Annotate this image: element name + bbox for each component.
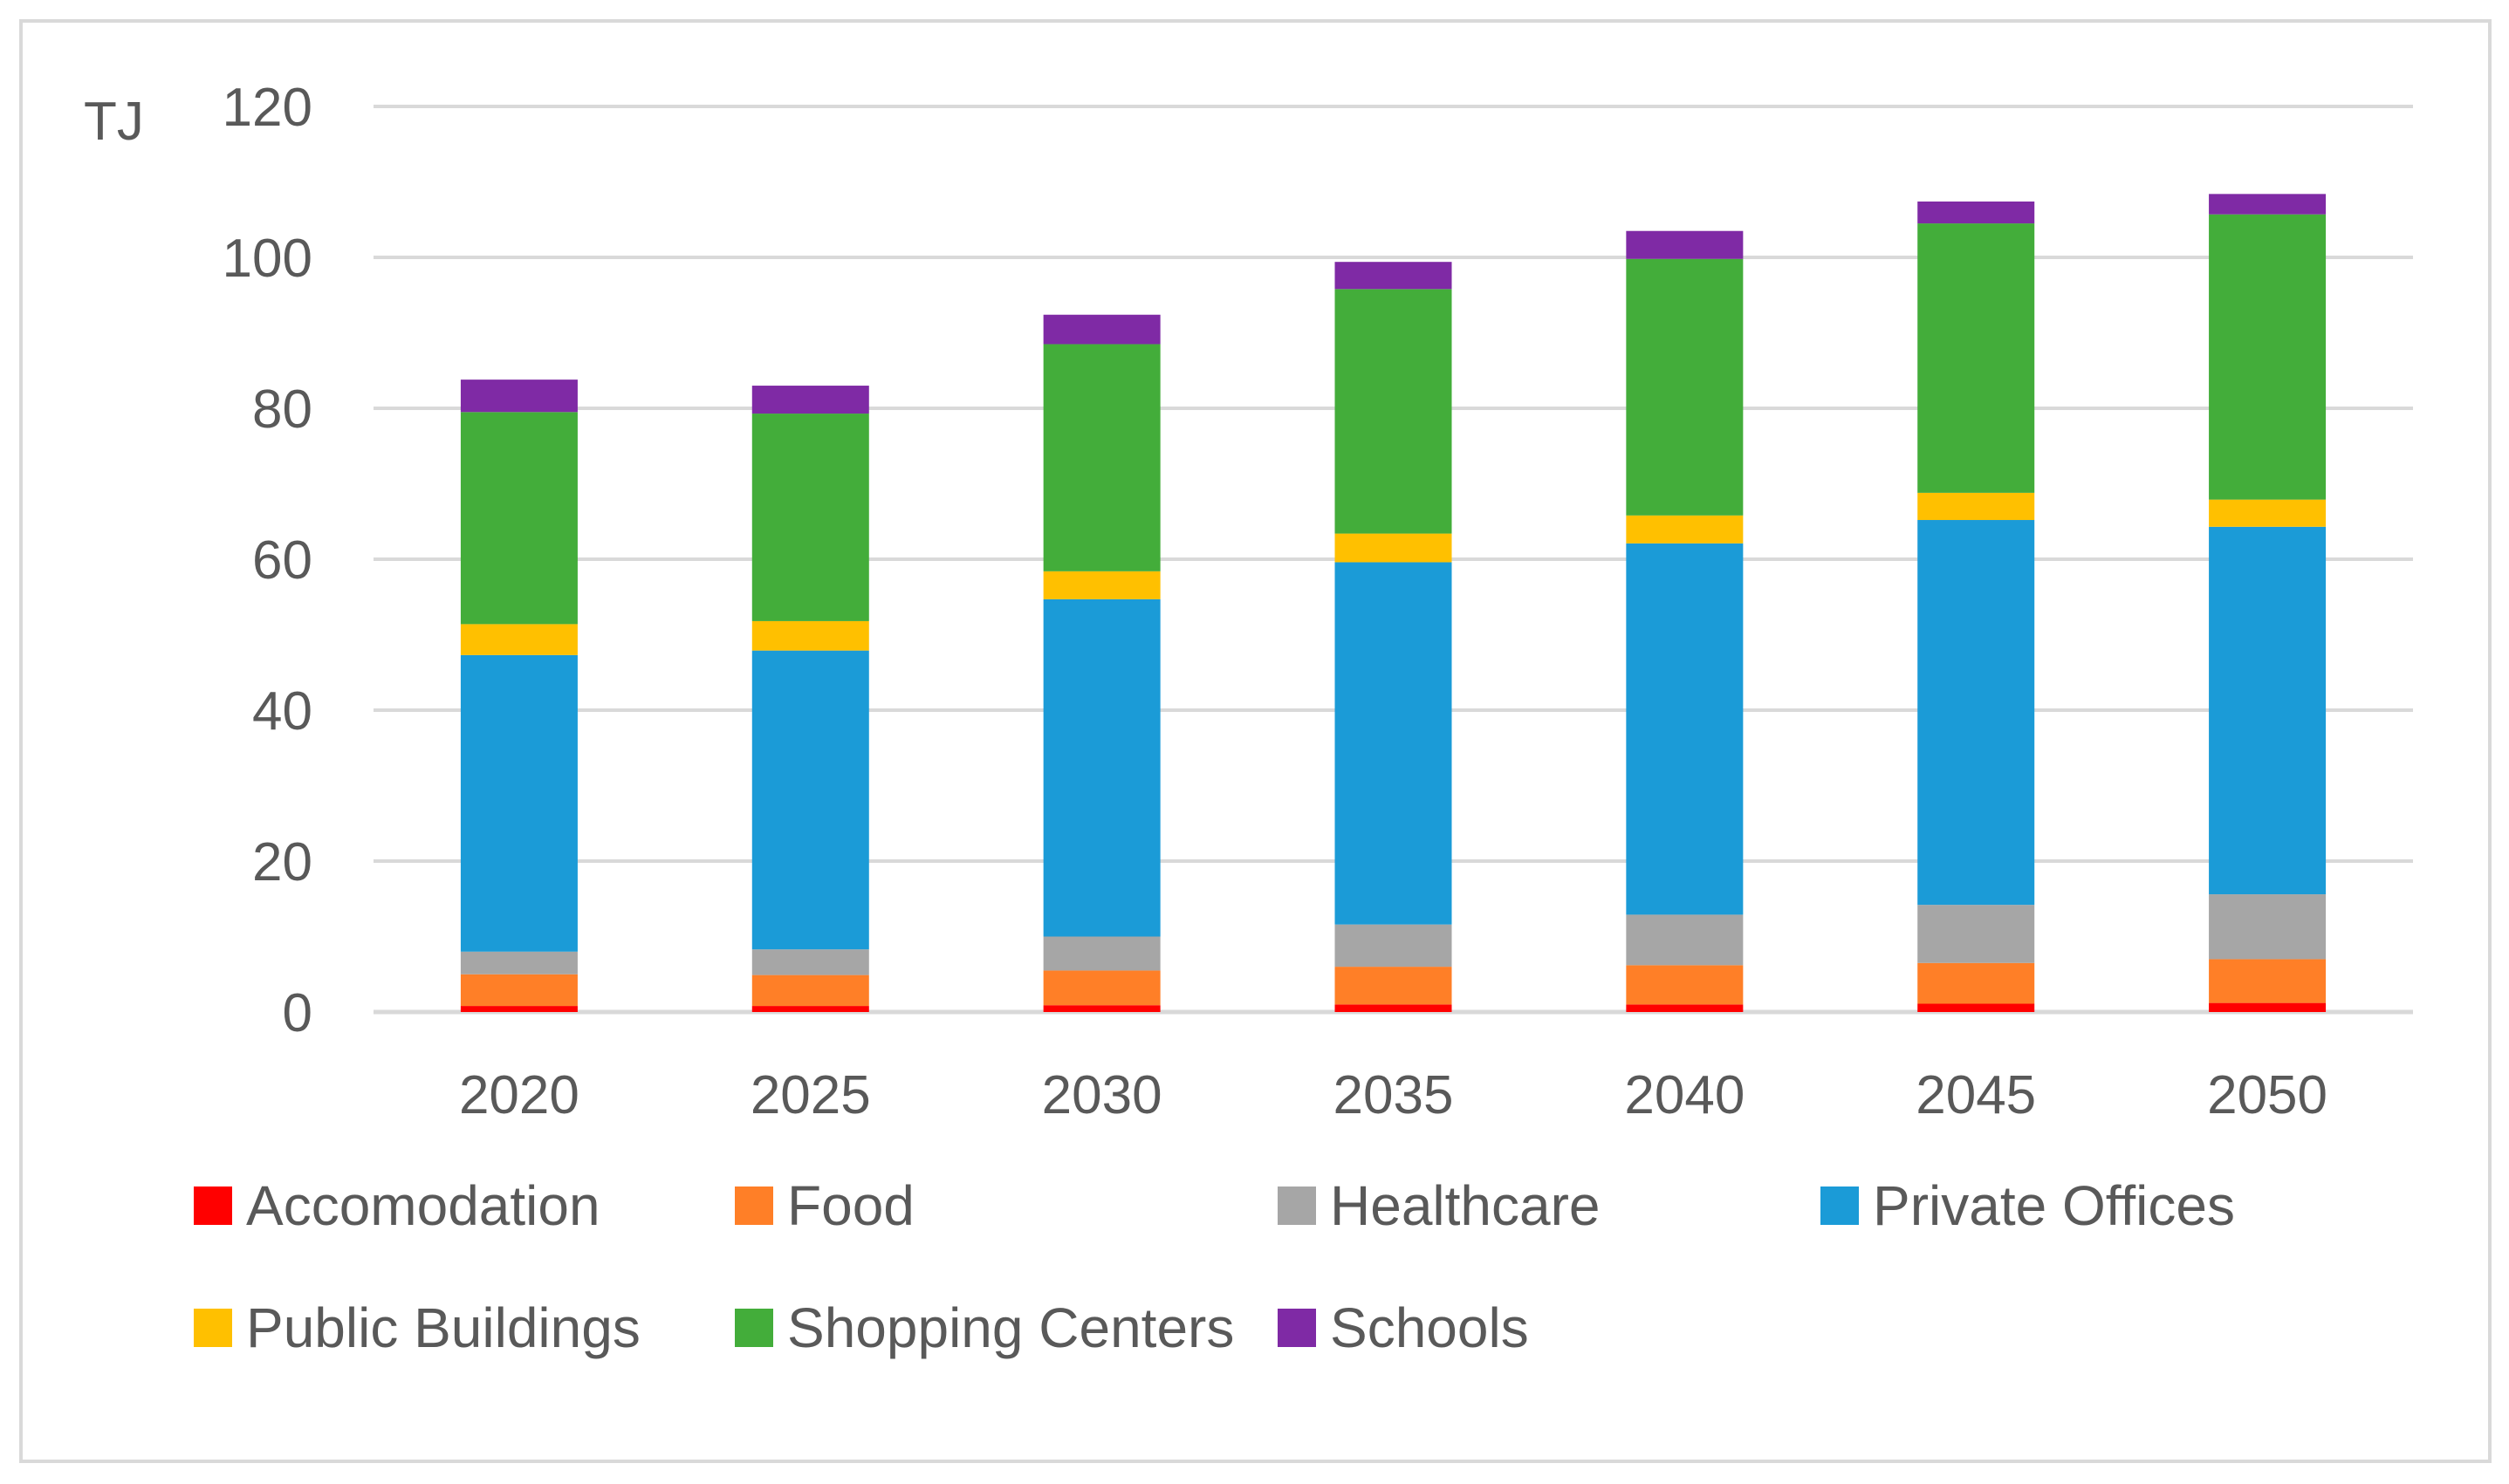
bar-segment-food (460, 974, 578, 1007)
y-tick-label: 60 (252, 530, 312, 591)
bar-segment-accomodation (460, 1006, 578, 1012)
x-axis-ticks: 2020 2025 2030 2035 2040 2045 2050 (459, 1065, 2327, 1125)
bar-segment-accomodation (1334, 1004, 1452, 1012)
y-tick-label: 100 (223, 229, 312, 289)
x-tick-label: 2025 (751, 1065, 871, 1125)
bar-segment-healthcare (460, 951, 578, 975)
bar-segment-schools (2209, 194, 2327, 215)
y-tick-label: 40 (252, 681, 312, 742)
bar-segment-food (1626, 965, 1744, 1005)
x-tick-label: 2020 (459, 1065, 579, 1125)
bar-segment-schools (1043, 314, 1161, 345)
chart-frame (19, 19, 2492, 1463)
bar-segment-private-offices (751, 650, 869, 950)
bar-segment-healthcare (1917, 905, 2035, 963)
x-tick-label: 2040 (1624, 1065, 1745, 1125)
bar-segment-shopping-centers (460, 412, 578, 625)
bar-segment-schools (1334, 262, 1452, 290)
bar-segment-shopping-centers (1043, 344, 1161, 571)
bar-segment-schools (751, 386, 869, 414)
bar-segment-food (1043, 970, 1161, 1006)
bars (460, 194, 2327, 1012)
bar-segment-public-buildings (1043, 571, 1161, 599)
bar-segment-accomodation (1043, 1005, 1161, 1012)
y-axis-ticks: 0 20 40 60 80 100 120 (223, 78, 312, 1043)
bar-segment-healthcare (1043, 936, 1161, 971)
bar-segment-accomodation (1917, 1003, 2035, 1012)
x-tick-label: 2030 (1042, 1065, 1162, 1125)
bar-segment-shopping-centers (1626, 258, 1744, 516)
y-tick-label: 0 (283, 983, 312, 1043)
bar-segment-schools (460, 380, 578, 413)
bar-segment-private-offices (1917, 520, 2035, 906)
bar-segment-private-offices (2209, 526, 2327, 895)
bar-segment-schools (1917, 201, 2035, 224)
bar-segment-public-buildings (460, 624, 578, 655)
bar-segment-private-offices (460, 654, 578, 952)
x-tick-label: 2045 (1916, 1065, 2036, 1125)
y-tick-label: 120 (223, 78, 312, 138)
bar-segment-accomodation (1626, 1004, 1744, 1012)
bar-segment-public-buildings (1334, 533, 1452, 563)
bar-segment-food (751, 975, 869, 1007)
bar-segment-shopping-centers (2209, 214, 2327, 500)
bar-segment-shopping-centers (751, 414, 869, 621)
bar-segment-healthcare (1626, 914, 1744, 966)
bar-segment-public-buildings (1917, 492, 2035, 521)
y-tick-label: 80 (252, 380, 312, 440)
y-tick-label: 20 (252, 832, 312, 892)
bar-segment-food (1334, 967, 1452, 1005)
bar-segment-shopping-centers (1334, 289, 1452, 534)
bar-segment-healthcare (1334, 924, 1452, 968)
bar-segment-healthcare (2209, 894, 2327, 960)
bar-segment-private-offices (1626, 543, 1744, 915)
bar-segment-public-buildings (1626, 515, 1744, 544)
bar-segment-healthcare (751, 949, 869, 975)
bar-segment-shopping-centers (1917, 223, 2035, 493)
bar-segment-food (1917, 962, 2035, 1004)
bar-segment-food (2209, 959, 2327, 1003)
bar-segment-private-offices (1334, 562, 1452, 925)
bar-segment-accomodation (751, 1006, 869, 1012)
x-tick-label: 2050 (2207, 1065, 2327, 1125)
unit-label: TJ (84, 92, 144, 152)
bar-segment-schools (1626, 230, 1744, 259)
x-tick-label: 2035 (1333, 1065, 1454, 1125)
bar-segment-public-buildings (751, 620, 869, 651)
bar-segment-private-offices (1043, 598, 1161, 937)
bar-segment-accomodation (2209, 1002, 2327, 1012)
bar-segment-public-buildings (2209, 499, 2327, 527)
